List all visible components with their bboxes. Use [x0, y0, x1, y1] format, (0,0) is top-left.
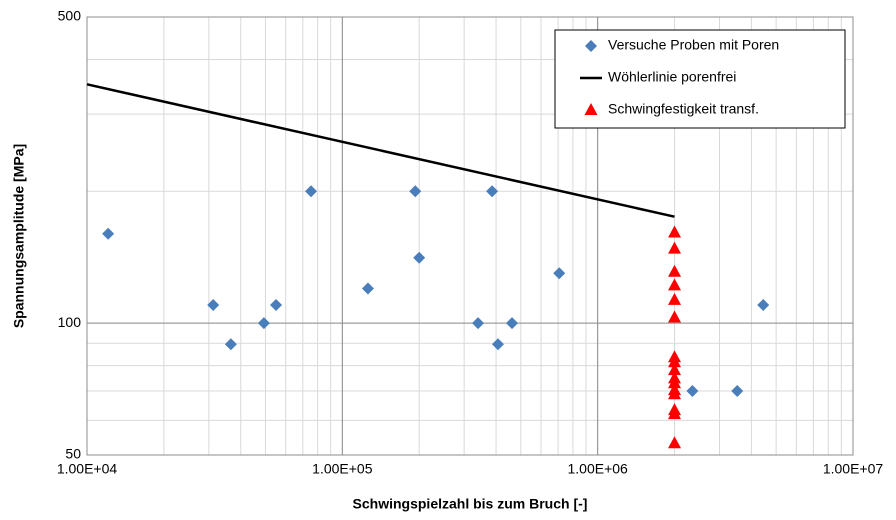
data-point: [491, 338, 504, 351]
legend-label: Schwingfestigkeit transf.: [608, 101, 759, 117]
data-point: [668, 241, 682, 254]
plot-frame: [86, 16, 854, 456]
legend-swatch: [585, 40, 597, 52]
data-point: [413, 251, 426, 264]
x-tick-label: 1.00E+04: [57, 461, 118, 477]
data-point: [257, 317, 270, 330]
data-point: [668, 387, 682, 400]
y-tick-label: 50: [65, 446, 81, 462]
data-point: [668, 310, 682, 323]
data-point: [207, 299, 220, 312]
data-point: [668, 264, 682, 277]
y-axis-title: Spannungsamplitude [MPa]: [11, 144, 27, 328]
data-point: [486, 185, 499, 198]
y-tick-label: 500: [58, 8, 82, 24]
data-line: [86, 83, 675, 218]
data-point: [472, 317, 485, 330]
data-point: [668, 225, 682, 238]
data-point: [506, 317, 519, 330]
data-point: [668, 355, 682, 368]
x-axis-title: Schwingspielzahl bis zum Bruch [-]: [353, 496, 588, 512]
data-point: [305, 185, 318, 198]
data-point: [731, 384, 744, 397]
data-point: [668, 278, 682, 291]
data-point: [102, 227, 115, 240]
data-point: [686, 384, 699, 397]
legend-swatch: [584, 103, 598, 115]
data-point: [361, 282, 374, 295]
data-point: [668, 363, 682, 376]
data-point: [270, 299, 283, 312]
data-point: [757, 299, 770, 312]
x-tick-label: 1.00E+06: [567, 461, 628, 477]
data-point: [224, 338, 237, 351]
legend-label: Wöhlerlinie porenfrei: [608, 69, 736, 85]
data-point: [668, 436, 682, 449]
data-point: [668, 407, 682, 420]
x-tick-label: 1.00E+07: [823, 461, 884, 477]
data-point: [668, 292, 682, 305]
legend: Versuche Proben mit Poren Wöhlerlinie por…: [554, 29, 846, 129]
data-point: [409, 185, 422, 198]
y-tick-label: 100: [58, 314, 82, 330]
legend-label: Versuche Proben mit Poren: [608, 37, 779, 53]
data-point: [553, 267, 566, 280]
data-point: [668, 376, 682, 389]
legend-box: [554, 29, 846, 129]
x-tick-label: 1.00E+05: [312, 461, 373, 477]
